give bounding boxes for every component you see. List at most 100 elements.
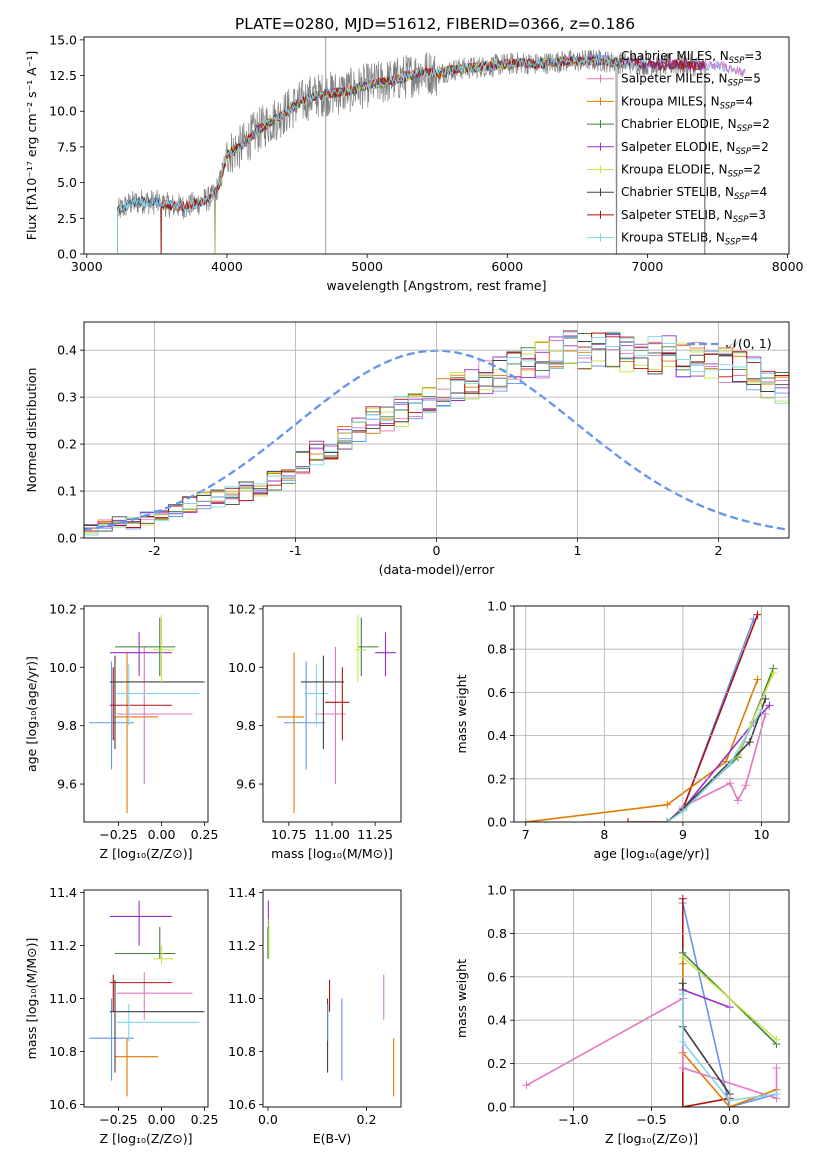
y-tick-label: 9.8 <box>236 718 256 733</box>
mass-weight-marker <box>678 1103 687 1107</box>
mass-weight-marker <box>733 796 742 805</box>
y-tick-label: 0.8 <box>487 642 507 657</box>
errorbar-point <box>276 652 305 814</box>
x-axis-label: Z [log₁₀(Z/Z⊙)] <box>605 1131 698 1146</box>
y-tick-label: 11.0 <box>49 991 77 1006</box>
residual-histogram-series <box>84 334 789 538</box>
mass-weight-marker <box>745 738 754 747</box>
y-tick-label: 10.8 <box>49 1044 77 1059</box>
mass-weight-marker <box>663 818 672 822</box>
model-spectrum-line <box>214 55 620 254</box>
y-axis-label: age [log₁₀(age/yr)] <box>24 656 39 772</box>
mass-weight-series-line <box>627 614 759 822</box>
x-tick-label: 0.00 <box>148 827 176 842</box>
y-tick-label: 0.8 <box>487 926 507 941</box>
observed-spectrum-line <box>117 49 707 254</box>
errorbar-point <box>325 667 350 741</box>
y-axis-label: Flux [fλ10⁻¹⁷ erg cm⁻² s⁻¹ A⁻¹] <box>24 51 39 240</box>
y-tick-label: 0.4 <box>57 343 77 358</box>
x-tick-label: 9 <box>679 827 687 842</box>
y-tick-label: 0.4 <box>487 1013 507 1028</box>
y-tick-label: 0.0 <box>487 815 507 830</box>
mass-weight-marker <box>726 779 735 788</box>
x-axis-label: Z [log₁₀(Z/Z⊙)] <box>100 846 193 861</box>
mass-weight-marker <box>678 979 687 988</box>
x-tick-label: 10 <box>754 827 770 842</box>
x-tick-label: 7 <box>522 827 530 842</box>
y-tick-label: 11.4 <box>49 885 77 900</box>
errorbar-point <box>109 974 172 1012</box>
age-vs-metallicity-panel: −0.25 0.00 0.25 9.6 9.8 10.0 10.2 Z [log₁₀(Z/Z⊙… <box>24 601 218 861</box>
axes-frame <box>83 605 209 823</box>
legend-entry: Chabrier MILES, NSSP=3 <box>621 49 762 66</box>
mass-weight-marker <box>678 953 687 962</box>
y-tick-label: 0.3 <box>57 390 77 405</box>
legend-entry: 𝒩(0, 1) <box>726 336 772 351</box>
y-tick-label: 0.0 <box>57 531 77 546</box>
axes-frame <box>513 889 790 1108</box>
legend-entry: Chabrier STELIB, NSSP=4 <box>621 185 767 202</box>
errorbar-point <box>116 664 200 726</box>
age-vs-metallicity-plot-area <box>89 614 205 814</box>
mass-weight-series-line <box>666 709 763 822</box>
y-tick-label: 0.6 <box>487 685 507 700</box>
weight-vs-age-panel: 7 8 9 10 0.0 0.2 0.4 0.6 0.8 1.0 age [log₁₀(age/yr… <box>454 599 790 861</box>
errorbar-point <box>109 655 205 750</box>
mass-vs-metallicity-plot-area <box>89 900 205 1097</box>
errorbar-point <box>300 655 345 750</box>
y-tick-label: 5.0 <box>57 175 77 190</box>
spectrum-plot-area <box>117 37 746 254</box>
errorbar-point <box>115 927 176 959</box>
errorbar-point <box>152 614 174 682</box>
mass-weight-marker <box>522 1081 531 1090</box>
y-tick-label: 10.6 <box>228 1097 256 1112</box>
spectrum-legend: Chabrier MILES, NSSP=3 Salpeter MILES, NS… <box>587 49 770 248</box>
age-vs-mass-plot-area <box>276 614 396 814</box>
x-tick-label: 0.25 <box>191 827 219 842</box>
y-tick-label: 7.5 <box>57 139 77 154</box>
errorbar-point <box>109 979 205 1073</box>
axes-frame <box>513 605 790 823</box>
errorbar-point <box>115 1038 159 1097</box>
y-tick-label: 0.6 <box>487 969 507 984</box>
y-tick-label: 10.0 <box>49 104 77 119</box>
errorbar-point <box>375 632 396 677</box>
x-tick-label: 6000 <box>491 259 523 274</box>
mass-weight-marker <box>772 1089 781 1098</box>
y-tick-label: 15.0 <box>49 32 77 47</box>
mass-weight-marker <box>769 668 778 677</box>
x-tick-label: 11.00 <box>314 827 350 842</box>
errorbar-point <box>115 617 176 677</box>
errorbar-point <box>109 900 172 946</box>
x-tick-label: −0.25 <box>99 1112 137 1127</box>
y-axis-label: mass weight <box>454 674 469 753</box>
mass-weight-marker <box>623 818 632 822</box>
errorbar-point <box>115 652 159 814</box>
mass-vs-extinction-panel: 0.0 0.2 10.6 10.8 11.0 11.2 11.4 E(B-V) <box>228 885 402 1146</box>
mass-weight-marker <box>663 800 672 809</box>
errorbar-point <box>116 1003 200 1041</box>
mass-weight-marker <box>678 1063 687 1072</box>
legend-entry: Kroupa STELIB, NSSP=4 <box>621 231 758 248</box>
x-tick-label: −0.25 <box>99 827 137 842</box>
y-axis-label: mass [log₁₀(M/M⊙)] <box>24 938 39 1060</box>
model-spectrum-line <box>117 55 648 254</box>
age-vs-mass-panel: 10.75 11.00 11.25 9.6 9.8 10.0 10.2 mass [log₁₀… <box>228 601 402 861</box>
errorbar-point <box>283 661 326 770</box>
x-axis-label: mass [log₁₀(M/M⊙)] <box>271 846 393 861</box>
x-tick-label: −1.0 <box>558 1112 588 1127</box>
y-tick-label: 10.0 <box>228 660 256 675</box>
mass-weight-marker <box>722 757 731 766</box>
x-tick-label: 0.0 <box>720 1112 740 1127</box>
axes-frame <box>83 889 209 1108</box>
x-axis-label: Z [log₁₀(Z/Z⊙)] <box>100 1131 193 1146</box>
errorbar-point <box>116 646 193 785</box>
y-tick-label: 11.2 <box>49 938 77 953</box>
mass-weight-marker <box>761 710 770 718</box>
y-tick-label: 12.5 <box>49 68 77 83</box>
mass-weight-series-line <box>681 994 777 1102</box>
y-tick-label: 0.2 <box>57 437 77 452</box>
errorbar-point <box>357 617 379 677</box>
mass-weight-marker <box>761 694 770 703</box>
